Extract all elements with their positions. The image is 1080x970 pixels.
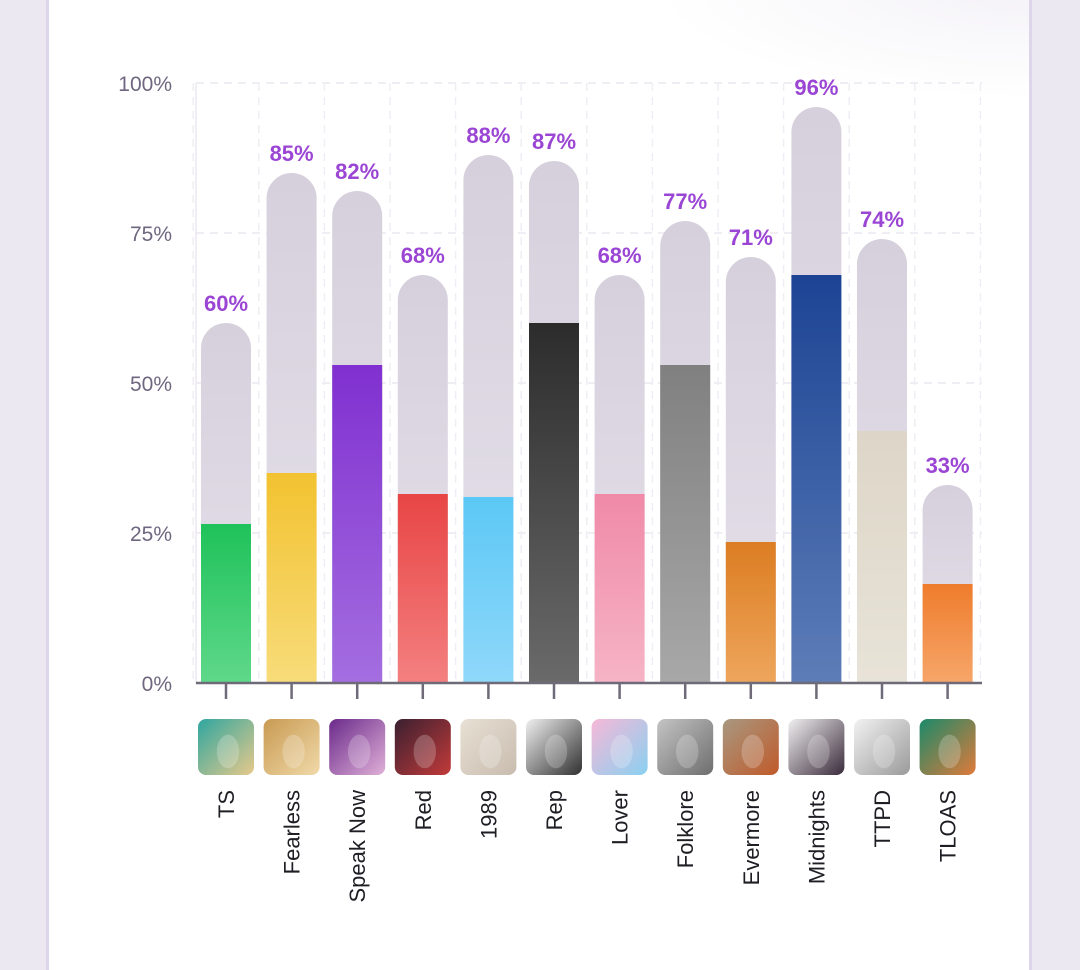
bar-group: 96% (791, 75, 842, 683)
bar-group: 71% (725, 225, 776, 683)
y-tick-label: 0% (142, 673, 172, 696)
bar-fill (332, 365, 383, 683)
bar-value-label: 88% (466, 123, 510, 148)
bar-fill (594, 494, 645, 683)
bar-value-label: 60% (204, 291, 248, 316)
y-tick-label: 75% (130, 223, 172, 246)
x-category-label: Rep (542, 790, 567, 830)
card-glow (649, 0, 1029, 100)
x-category-label: Red (411, 790, 436, 830)
rep-cover-icon (526, 719, 582, 775)
bar-fill (660, 365, 711, 683)
x-category-label: Lover (608, 790, 633, 845)
bar-fill (529, 323, 579, 683)
fearless-cover-icon (263, 719, 320, 775)
y-tick-label: 100% (118, 73, 172, 96)
bar-group: 77% (660, 189, 711, 683)
bar-value-label: 82% (335, 159, 379, 184)
bar-value-label: 77% (663, 189, 707, 214)
x-category-label: TTPD (870, 790, 895, 847)
bar-group: 68% (397, 243, 448, 683)
y-axis-ticks: 0% 25% 50% 75% 100% (118, 73, 172, 696)
tloas-cover-icon (919, 719, 976, 775)
x-category-label: TLOAS (936, 790, 961, 862)
bars-layer: 60% 85% 82% 68% 88% 87% 68% 77% 71% 96% 74% 33% (201, 75, 973, 683)
bar-fill (397, 494, 448, 683)
album-icons-layer (198, 719, 976, 775)
bar-value-label: 68% (598, 243, 642, 268)
x-category-label: Midnights (804, 790, 829, 884)
bar-fill (791, 275, 842, 683)
y-tick-label: 25% (130, 523, 172, 546)
bar-fill (857, 431, 907, 683)
bar-chart: 0% 25% 50% 75% 100% 60% 85% 82% 68% 88% 87% 68% 77%… (118, 73, 982, 903)
ttpd-cover-icon (854, 719, 910, 775)
bar-value-label: 96% (794, 75, 838, 100)
bar-value-label: 68% (401, 243, 445, 268)
bar-group: 68% (594, 243, 645, 683)
bar-value-label: 74% (860, 207, 904, 232)
x-category-label: Evermore (739, 790, 764, 885)
x-category-label: Speak Now (345, 790, 370, 903)
x-category-label: Folklore (673, 790, 698, 868)
bar-fill (922, 584, 973, 683)
grid-layer (192, 82, 982, 683)
bar-group: 60% (201, 291, 251, 683)
x-axis-categories: TS Fearless Speak Now Red 1989 Rep Lover Folklo… (214, 790, 961, 903)
bar-group: 33% (922, 453, 973, 683)
midnights-cover-icon (788, 719, 845, 775)
bar-value-label: 71% (729, 225, 773, 250)
x-axis (196, 681, 982, 699)
bar-group: 74% (857, 207, 907, 683)
y-tick-label: 50% (130, 373, 172, 396)
bar-group: 82% (332, 159, 383, 683)
folklore-cover-icon (657, 719, 714, 775)
bar-fill (266, 473, 317, 683)
bar-fill (463, 497, 514, 683)
bar-value-label: 87% (532, 129, 576, 154)
bar-group: 85% (266, 141, 317, 683)
red-cover-icon (394, 719, 451, 775)
bar-group: 88% (463, 123, 514, 683)
bar-value-label: 33% (926, 453, 970, 478)
x-category-label: TS (214, 790, 239, 818)
1989-cover-icon (460, 719, 517, 775)
ts-cover-icon (198, 719, 254, 775)
bar-fill (201, 524, 251, 683)
x-category-label: 1989 (476, 790, 501, 839)
evermore-cover-icon (722, 719, 779, 775)
bar-value-label: 85% (270, 141, 314, 166)
bar-group: 87% (529, 129, 579, 683)
lover-cover-icon (591, 719, 648, 775)
x-category-label: Fearless (280, 790, 305, 874)
speak-now-cover-icon (329, 719, 386, 775)
bar-fill (725, 542, 776, 683)
